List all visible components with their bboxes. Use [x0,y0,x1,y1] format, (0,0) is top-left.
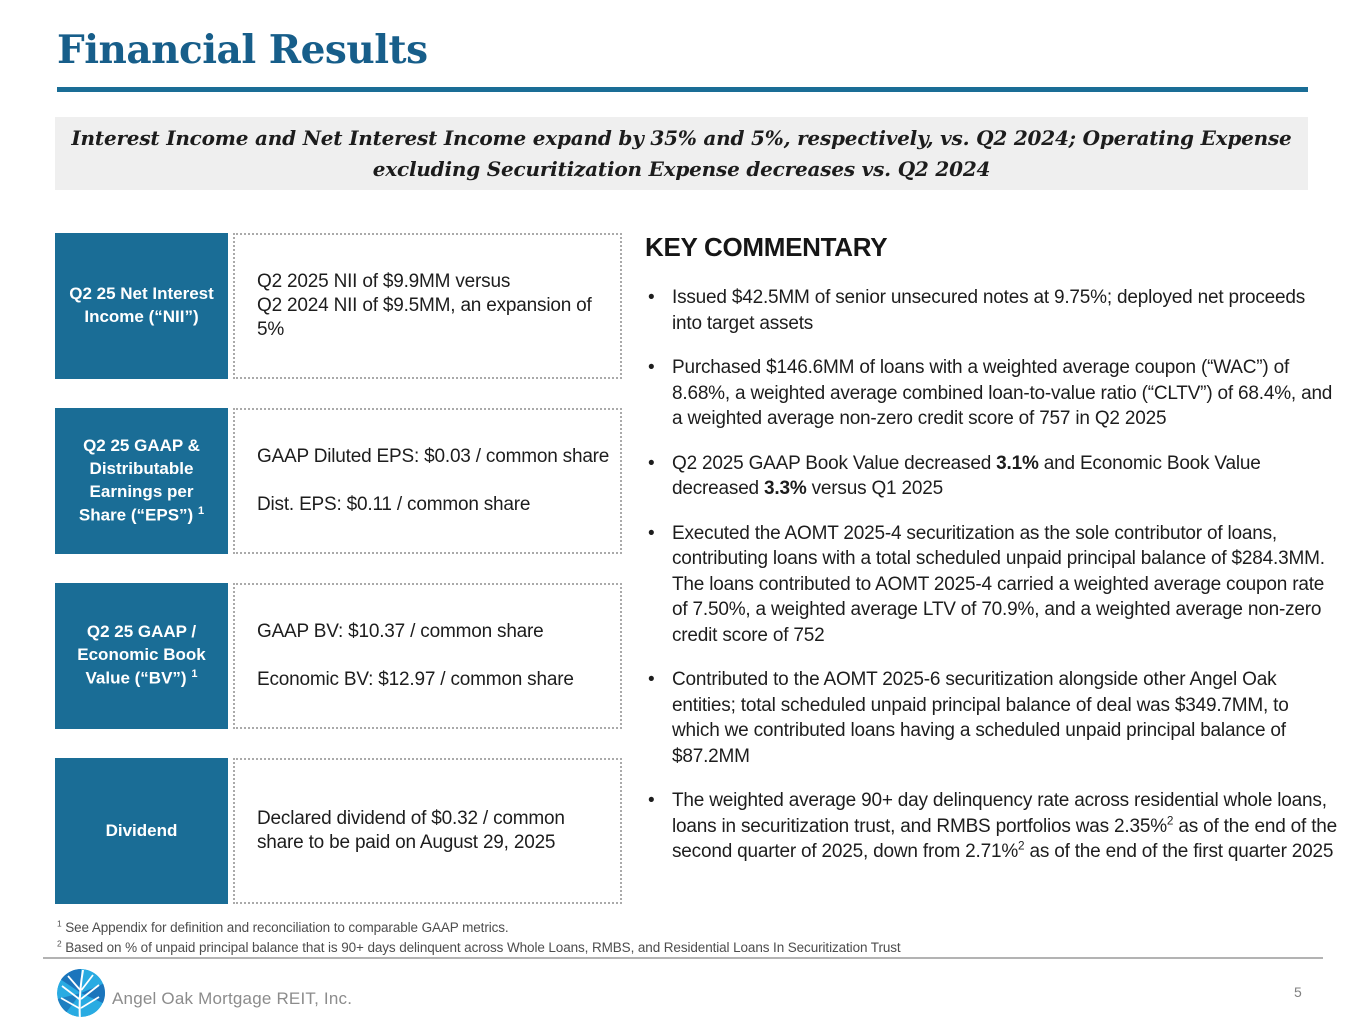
metric-row: Dividend Declared dividend of $0.32 / com… [55,758,622,904]
footnote: 1 See Appendix for definition and reconc… [57,918,509,935]
bullet-item: Executed the AOMT 2025-4 securitization … [645,521,1339,649]
metric-row: Q2 25 Net Interest Income (“NII”) Q2 2025… [55,233,622,379]
metric-content: Q2 2025 NII of $9.9MM versus Q2 2024 NII… [233,233,622,379]
footer-company-name: Angel Oak Mortgage REIT, Inc. [112,989,353,1008]
footnote: 2 Based on % of unpaid principal balance… [57,938,901,955]
metric-text: Declared dividend of $0.32 / common shar… [257,808,565,853]
angel-oak-leaf-logo-icon [55,968,107,1020]
bullet-item: Purchased $146.6MM of loans with a weigh… [645,355,1339,432]
metric-content: GAAP Diluted EPS: $0.03 / common share D… [233,408,622,554]
bullet-item: Contributed to the AOMT 2025-6 securitiz… [645,667,1339,769]
metric-content: Declared dividend of $0.32 / common shar… [233,758,622,904]
metrics-panel: Q2 25 Net Interest Income (“NII”) Q2 2025… [55,233,622,933]
metric-text: GAAP Diluted EPS: $0.03 / common share D… [257,446,610,515]
bullet-item: Issued $42.5MM of senior unsecured notes… [645,285,1339,336]
key-commentary-heading: KEY COMMENTARY [645,232,888,262]
metric-label: Q2 25 GAAP & Distributable Earnings per … [55,408,228,554]
metric-row: Q2 25 GAAP & Distributable Earnings per … [55,408,622,554]
metric-label: Dividend [55,758,228,904]
metric-label: Q2 25 Net Interest Income (“NII”) [55,233,228,379]
metric-row: Q2 25 GAAP / Economic Book Value (“BV”) … [55,583,622,729]
page-title: Financial Results [57,27,428,73]
footnotes: 1 See Appendix for definition and reconc… [57,918,1317,957]
footer-divider [43,957,1323,959]
title-underline [57,87,1308,92]
metric-text: GAAP BV: $10.37 / common share Economic … [257,621,574,690]
metric-text: Q2 2025 NII of $9.9MM versus Q2 2024 NII… [257,271,592,340]
metric-content: GAAP BV: $10.37 / common share Economic … [233,583,622,729]
metric-label: Q2 25 GAAP / Economic Book Value (“BV”) … [55,583,228,729]
commentary-bullet-list: Issued $42.5MM of senior unsecured notes… [645,285,1339,865]
key-commentary-section: KEY COMMENTARY Issued $42.5MM of senior … [645,232,1339,884]
bullet-item: Q2 2025 GAAP Book Value decreased 3.1% a… [645,451,1339,502]
subtitle-text: Interest Income and Net Interest Income … [71,125,1292,181]
bullet-item: The weighted average 90+ day delinquency… [645,788,1339,865]
page-number: 5 [1294,984,1302,1000]
subtitle-banner: Interest Income and Net Interest Income … [55,117,1308,190]
